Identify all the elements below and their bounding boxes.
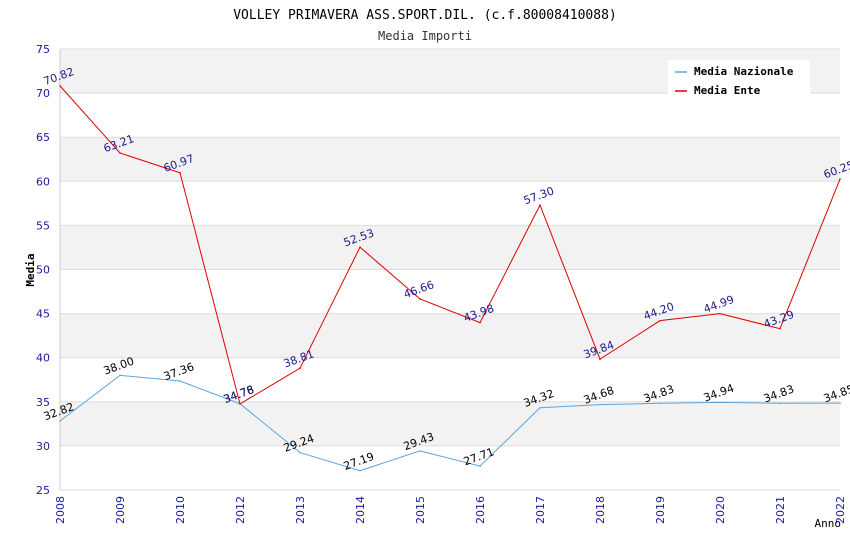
grid-band (60, 225, 840, 270)
x-tick-label: 2015 (414, 496, 427, 524)
y-tick-label: 70 (36, 87, 50, 100)
x-tick-label: 2010 (174, 496, 187, 524)
data-point (359, 469, 361, 472)
series-line-media-ente (59, 85, 841, 405)
data-point (839, 402, 841, 404)
x-tick-label: 2018 (594, 496, 607, 524)
data-point (419, 298, 421, 300)
data-point (59, 420, 61, 422)
x-tick-label: 2020 (714, 496, 727, 524)
data-label: 27.19 (342, 450, 376, 473)
series-line-media-nazionale (59, 374, 841, 472)
x-axis-label: Anno (815, 517, 842, 530)
y-tick-label: 60 (36, 175, 50, 188)
grid-band (60, 137, 840, 182)
data-point (779, 402, 781, 405)
legend-label-media-ente: Media Ente (694, 84, 761, 97)
legend-label-media-nazionale: Media Nazionale (694, 65, 794, 78)
y-tick-label: 35 (36, 396, 50, 409)
x-tick-label: 2012 (234, 496, 247, 524)
chart-subtitle: Media Importi (378, 29, 472, 43)
data-point (479, 465, 481, 467)
data-point (119, 374, 121, 377)
data-point (599, 358, 601, 360)
data-point (719, 401, 721, 404)
data-point (719, 312, 721, 315)
chart-title: VOLLEY PRIMAVERA ASS.SPORT.DIL. (c.f.800… (233, 8, 617, 23)
data-point (359, 246, 361, 248)
x-tick-label: 2014 (354, 496, 367, 524)
data-point (239, 403, 241, 405)
data-point (779, 327, 781, 330)
data-point (599, 403, 601, 406)
y-tick-label: 65 (36, 131, 50, 144)
grid-band (60, 401, 840, 446)
legend: Media Nazionale Media Ente (668, 60, 810, 100)
data-label: 37.36 (162, 360, 196, 383)
y-tick-label: 30 (36, 440, 50, 453)
data-point (299, 367, 301, 369)
x-tick-label: 2022 (834, 496, 847, 524)
data-point (59, 85, 61, 87)
data-point (839, 178, 841, 180)
y-tick-label: 50 (36, 264, 50, 277)
legend-box (668, 60, 810, 100)
x-tick-label: 2013 (294, 496, 307, 524)
data-label: 57.30 (522, 184, 556, 207)
data-point (659, 319, 661, 322)
grid-band (60, 313, 840, 358)
data-label: 27.71 (462, 445, 496, 468)
x-tick-label: 2008 (54, 496, 67, 524)
y-tick-label: 40 (36, 352, 50, 365)
data-label: 34.94 (702, 382, 736, 405)
data-point (539, 406, 541, 409)
data-point (299, 451, 301, 454)
x-tick-label: 2019 (654, 496, 667, 524)
x-tick-label: 2021 (774, 496, 787, 524)
y-tick-label: 75 (36, 43, 50, 56)
y-tick-label: 55 (36, 219, 50, 232)
data-point (179, 171, 181, 174)
data-point (179, 380, 181, 382)
data-point (479, 321, 481, 324)
y-tick-label: 25 (36, 484, 50, 497)
x-tick-label: 2016 (474, 496, 487, 524)
data-point (119, 152, 121, 154)
data-point (659, 402, 661, 405)
y-tick-label: 45 (36, 308, 50, 321)
x-tick-label: 2017 (534, 496, 547, 524)
data-point (419, 450, 421, 452)
data-label: 44.99 (702, 293, 736, 316)
x-tick-label: 2009 (114, 496, 127, 524)
y-axis-label: Media (24, 253, 37, 286)
data-point (539, 204, 541, 206)
